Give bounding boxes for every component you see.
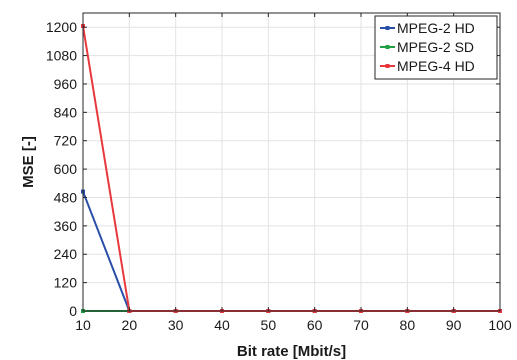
x-tick-label: 10 <box>75 317 91 333</box>
x-tick-label: 80 <box>400 317 416 333</box>
x-tick-label: 30 <box>168 317 184 333</box>
y-axis-ticks: 0 120 240 360 480 600 720 840 960 1080 1200 <box>46 19 500 319</box>
y-tick-label: 840 <box>54 104 78 120</box>
x-tick-label: 90 <box>446 317 462 333</box>
legend-label-mpeg-2-sd: MPEG-2 SD <box>397 39 474 55</box>
x-tick-label: 100 <box>488 317 512 333</box>
legend-marker-mpeg-2-hd <box>385 26 390 30</box>
y-tick-label: 1200 <box>46 19 77 35</box>
x-tick-label: 40 <box>214 317 230 333</box>
x-axis-ticks: 10 20 30 40 50 60 70 80 90 100 <box>75 13 512 333</box>
x-axis-title: Bit rate [Mbit/s] <box>237 343 346 360</box>
y-axis-title: MSE [-] <box>20 136 37 188</box>
x-tick-label: 50 <box>261 317 277 333</box>
legend: MPEG-2 HD MPEG-2 SD MPEG-4 HD <box>374 15 498 80</box>
x-tick-label: 60 <box>307 317 323 333</box>
y-tick-label: 1080 <box>46 48 77 64</box>
legend-label-mpeg-4-hd: MPEG-4 HD <box>397 58 475 74</box>
legend-marker-mpeg-4-hd <box>385 64 390 68</box>
y-tick-label: 480 <box>54 189 78 205</box>
y-tick-label: 720 <box>54 133 78 149</box>
legend-label-mpeg-2-hd: MPEG-2 HD <box>397 20 475 36</box>
y-tick-label: 360 <box>54 218 78 234</box>
legend-marker-mpeg-2-sd <box>385 45 390 49</box>
plot-area-frame <box>82 12 501 312</box>
x-tick-label: 70 <box>353 317 369 333</box>
y-tick-label: 0 <box>69 303 77 319</box>
y-tick-label: 960 <box>54 76 78 92</box>
y-tick-label: 600 <box>54 161 78 177</box>
y-tick-label: 120 <box>54 275 78 291</box>
x-tick-label: 20 <box>122 317 138 333</box>
legend-box <box>374 15 498 80</box>
y-tick-label: 240 <box>54 246 78 262</box>
